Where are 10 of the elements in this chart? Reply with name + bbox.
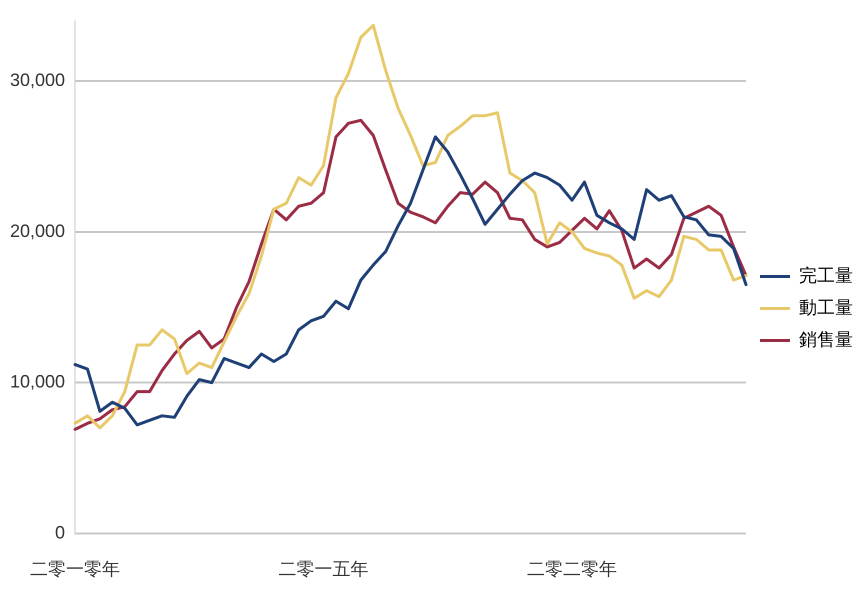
y-tick-label: 0	[55, 522, 66, 542]
y-tick-label: 20,000	[10, 220, 66, 241]
legend-label: 動工量	[799, 297, 853, 318]
legend-label: 銷售量	[799, 329, 853, 350]
y-tick-label: 30,000	[10, 70, 66, 90]
y-tick-label: 10,000	[10, 372, 66, 392]
x-tick-label: 二零一零年	[30, 559, 120, 580]
x-tick-label: 二零二零年	[527, 559, 618, 580]
legend-label: 完工量	[799, 265, 853, 286]
x-tick-label: 二零一五年	[278, 559, 369, 580]
